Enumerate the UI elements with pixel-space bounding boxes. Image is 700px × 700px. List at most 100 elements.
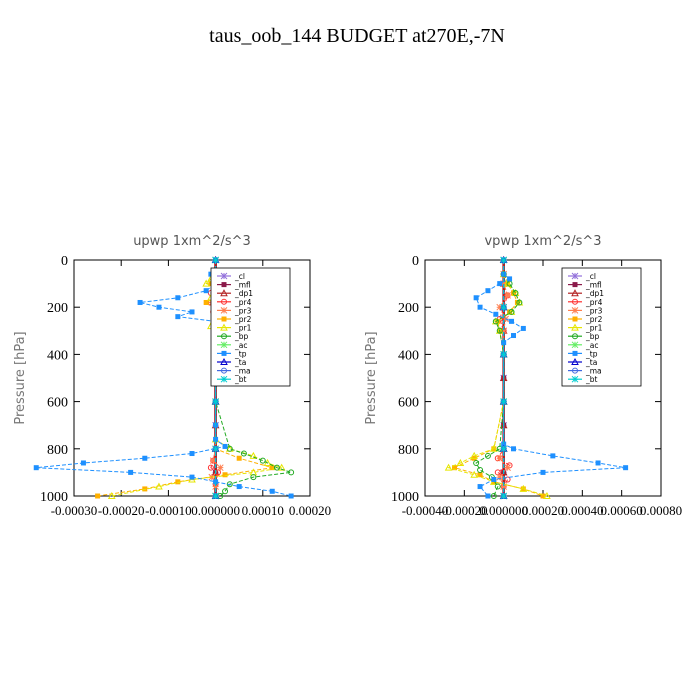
legend-label: _pr2 xyxy=(234,315,252,324)
data-point xyxy=(250,474,257,481)
legend-marker xyxy=(571,289,579,297)
legend-marker xyxy=(220,375,228,383)
data-point xyxy=(507,276,513,282)
y-axis-label: Pressure [hPa] xyxy=(13,331,28,424)
data-point xyxy=(489,444,498,452)
data-point xyxy=(212,483,219,490)
legend-marker xyxy=(220,323,228,331)
y-tick-label: 200 xyxy=(398,301,419,316)
data-point xyxy=(470,451,479,459)
data-point xyxy=(496,303,504,311)
legend-label: _ta xyxy=(234,358,246,367)
data-point xyxy=(128,469,134,475)
data-point xyxy=(456,458,465,466)
data-point xyxy=(155,482,163,490)
data-point xyxy=(508,308,515,315)
data-point xyxy=(213,479,219,485)
data-point xyxy=(189,474,195,480)
data-point xyxy=(269,488,275,494)
legend-marker xyxy=(571,341,579,349)
data-point xyxy=(226,481,233,488)
y-tick-label: 200 xyxy=(47,301,68,316)
data-point xyxy=(499,468,508,476)
legend-label: _dp1 xyxy=(234,289,253,298)
data-point xyxy=(107,491,116,499)
data-point xyxy=(485,493,491,499)
legend-label: _mfl xyxy=(585,281,602,290)
data-point xyxy=(269,465,275,471)
data-point xyxy=(543,491,551,499)
data-point xyxy=(189,309,195,315)
data-point xyxy=(236,455,242,461)
x-tick-label: 0.00060 xyxy=(601,503,643,518)
data-point xyxy=(222,488,229,495)
data-point xyxy=(142,455,148,461)
chart-panels: upwp 1xm^2/s^302004006008001000-0.00030-… xyxy=(13,234,682,518)
y-tick-label: 800 xyxy=(47,443,68,458)
legend-label: _pr4 xyxy=(234,298,252,307)
data-point xyxy=(222,472,228,478)
data-point xyxy=(207,464,214,471)
data-point xyxy=(473,459,480,466)
data-point xyxy=(496,473,504,481)
legend-marker xyxy=(221,333,227,340)
legend-marker xyxy=(571,357,579,365)
plot-frame xyxy=(73,259,311,497)
data-point xyxy=(277,463,286,471)
x-tick-label: -0.00020 xyxy=(98,503,145,518)
x-tick-label: 0.00080 xyxy=(640,503,682,518)
data-point xyxy=(212,256,219,264)
data-point xyxy=(212,398,219,405)
legend-marker xyxy=(220,272,228,280)
data-point xyxy=(500,483,508,490)
data-point xyxy=(288,469,295,476)
data-point xyxy=(175,314,181,320)
chart-panel-1: upwp 1xm^2/s^302004006008001000-0.00030-… xyxy=(13,234,331,518)
data-point xyxy=(452,465,457,471)
data-point xyxy=(503,279,512,287)
data-point xyxy=(516,299,523,306)
legend: _cl_mfl_dp1_pr4_pr3_pr2_pr1_bp_ac_tp_ta_… xyxy=(210,267,291,387)
data-point xyxy=(473,295,479,301)
legend-label: _bp xyxy=(585,332,600,341)
legend-marker xyxy=(572,367,578,374)
legend-label: _pr3 xyxy=(585,306,603,315)
legend-label: _bt xyxy=(234,375,247,384)
data-point xyxy=(288,493,294,499)
legend-label: _ma xyxy=(585,367,602,376)
x-tick-label: 0.00010 xyxy=(242,503,284,518)
data-point xyxy=(484,452,491,459)
x-tick-label: -0.00030 xyxy=(51,503,98,518)
x-tick-label: 0.000000 xyxy=(191,503,240,518)
data-point xyxy=(497,281,503,287)
data-point xyxy=(623,465,629,471)
y-tick-label: 0 xyxy=(61,254,68,269)
data-point xyxy=(491,476,497,482)
legend-label: _tp xyxy=(234,349,247,358)
data-point xyxy=(477,472,483,478)
legend-label: _cl xyxy=(585,272,596,281)
data-point xyxy=(203,299,209,305)
x-tick-label: -0.00020 xyxy=(441,503,488,518)
legend-label: _bt xyxy=(585,375,598,384)
data-point xyxy=(504,292,511,299)
y-tick-label: 600 xyxy=(398,396,419,411)
data-point xyxy=(494,483,501,490)
legend-label: _ac xyxy=(585,341,598,350)
x-tick-label: 0.00020 xyxy=(522,503,564,518)
chart-title: vpwp 1xm^2/s^3 xyxy=(484,234,601,249)
data-point xyxy=(212,492,219,500)
legend-label: _ac xyxy=(234,341,247,350)
data-point xyxy=(175,295,181,301)
legend-marker xyxy=(221,298,227,305)
y-tick-label: 400 xyxy=(47,348,68,363)
y-tick-label: 1000 xyxy=(40,490,68,505)
legend-marker xyxy=(571,307,579,314)
data-point xyxy=(259,457,266,464)
data-point xyxy=(501,340,507,346)
data-point xyxy=(216,464,224,472)
legend-marker xyxy=(572,350,578,356)
data-point xyxy=(477,484,483,490)
data-point xyxy=(504,476,511,483)
